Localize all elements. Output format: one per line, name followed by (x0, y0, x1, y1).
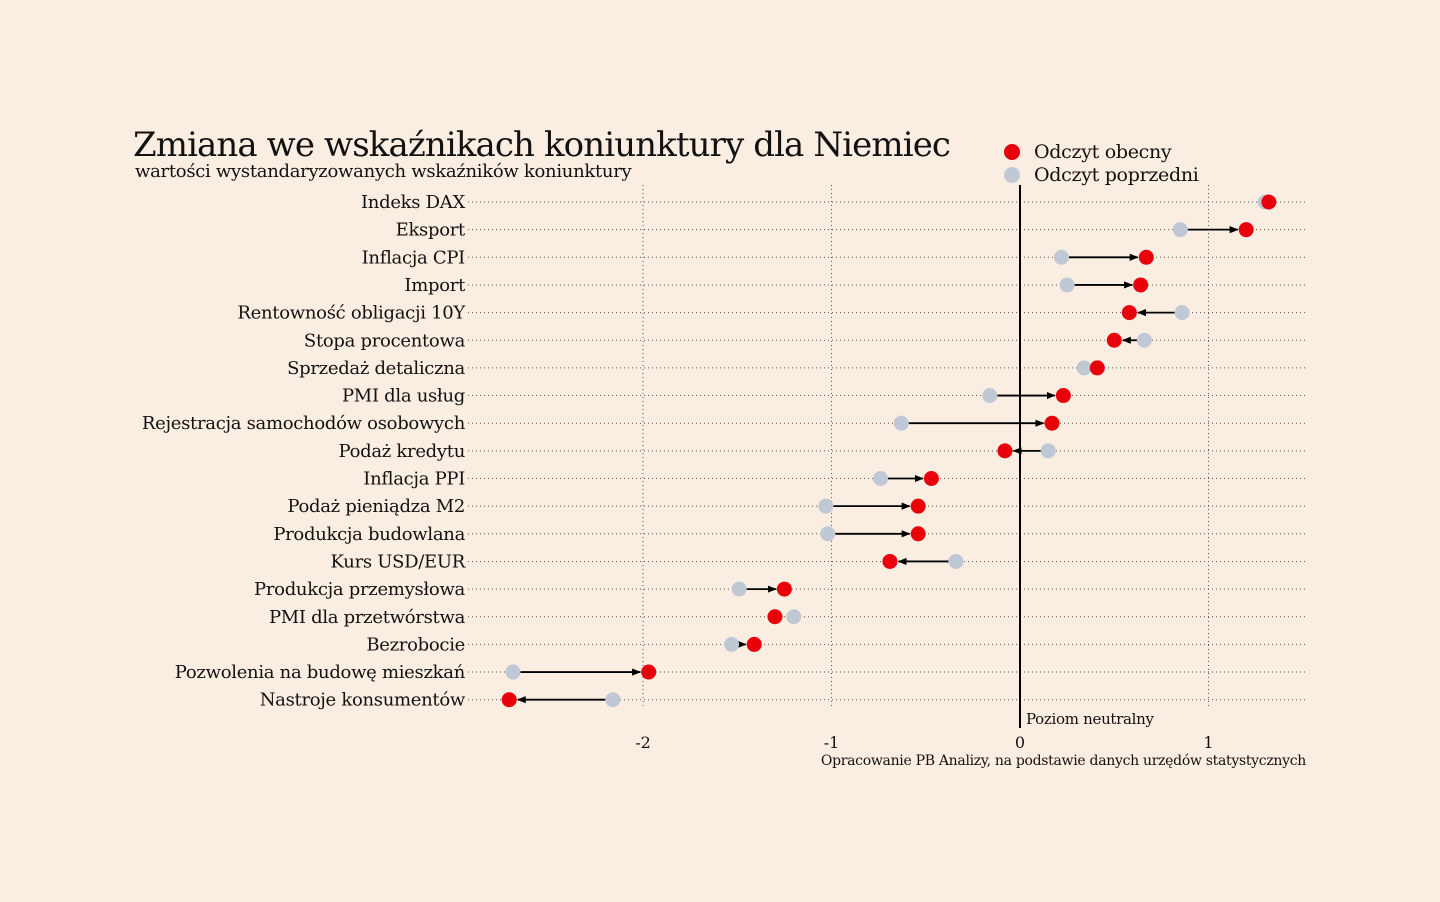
previous-point (893, 415, 909, 431)
x-tick-label: 1 (1203, 733, 1213, 752)
current-point (910, 498, 926, 514)
previous-point (1040, 443, 1056, 459)
previous-point (873, 471, 889, 486)
category-label: Kurs USD/EUR (331, 551, 466, 572)
category-label: Stopa procentowa (304, 330, 466, 351)
current-point (1089, 360, 1105, 376)
current-point (1261, 194, 1277, 210)
current-point (910, 526, 926, 542)
chart-title: Zmiana we wskaźnikach koniunktury dla Ni… (133, 125, 950, 165)
previous-point (505, 664, 521, 680)
previous-point (1059, 277, 1075, 293)
current-point (1138, 249, 1154, 265)
previous-point (818, 498, 834, 514)
category-label: Inflacja PPI (363, 469, 465, 490)
current-point (1044, 415, 1060, 431)
data-marks (501, 194, 1277, 708)
category-label: Eksport (396, 220, 466, 241)
current-point (767, 609, 783, 625)
category-label: Produkcja przemysłowa (254, 579, 466, 600)
category-label: Pozwolenia na budowę mieszkań (175, 662, 466, 683)
x-tick-label: 0 (1015, 733, 1025, 752)
x-tick-label: -1 (824, 733, 840, 752)
current-point (882, 553, 898, 569)
category-label: Produkcja budowlana (273, 524, 465, 545)
current-point (641, 664, 657, 680)
neutral-level-label: Poziom neutralny (1026, 710, 1155, 728)
current-point (501, 692, 517, 708)
legend: Odczyt obecny Odczyt poprzedni (1004, 141, 1199, 186)
category-label: PMI dla przetwórstwa (269, 607, 466, 628)
previous-point (786, 609, 802, 625)
current-point (776, 581, 792, 597)
legend-previous-label: Odczyt poprzedni (1034, 164, 1199, 186)
current-point (746, 636, 762, 652)
previous-point (1053, 249, 1069, 265)
previous-point (1174, 305, 1190, 321)
category-label: Indeks DAX (361, 192, 465, 213)
current-point (1121, 305, 1137, 321)
category-label: Rejestracja samochodów osobowych (142, 413, 466, 434)
previous-point (820, 526, 836, 542)
category-label: Sprzedaż detaliczna (287, 358, 465, 379)
legend-previous-marker (1004, 167, 1020, 183)
x-tick-label: -2 (635, 733, 651, 752)
category-label: Import (404, 275, 466, 296)
category-label: Inflacja CPI (362, 247, 466, 268)
category-label: Bezrobocie (366, 634, 465, 655)
current-point (923, 471, 939, 486)
legend-current-label: Odczyt obecny (1034, 141, 1172, 163)
x-axis-ticks: -2 -1 0 1 (635, 733, 1213, 752)
current-point (1238, 222, 1254, 238)
previous-point (1172, 222, 1188, 238)
previous-point (605, 692, 621, 708)
category-label: Nastroje konsumentów (260, 690, 466, 711)
current-point (1133, 277, 1149, 293)
previous-point (948, 553, 964, 569)
current-point (1106, 332, 1122, 348)
previous-point (1136, 332, 1152, 348)
category-labels: Indeks DAX Eksport Inflacja CPI Import Rento… (142, 192, 467, 711)
current-point (1055, 388, 1071, 404)
chart-subtitle: wartości wystandaryzowanych wskaźników k… (135, 161, 633, 182)
category-label: Rentowność obligacji 10Y (237, 303, 466, 324)
previous-point (982, 388, 998, 404)
previous-point (724, 636, 740, 652)
previous-point (731, 581, 747, 597)
legend-current-marker (1004, 144, 1020, 160)
category-label: PMI dla usług (342, 386, 465, 407)
grid (468, 185, 1305, 708)
category-label: Podaż pieniądza M2 (287, 496, 465, 517)
source-note: Opracowanie PB Analizy, na podstawie dan… (821, 753, 1306, 769)
current-point (997, 443, 1013, 459)
previous-point (1076, 360, 1092, 376)
category-label: Podaż kredytu (339, 441, 465, 462)
